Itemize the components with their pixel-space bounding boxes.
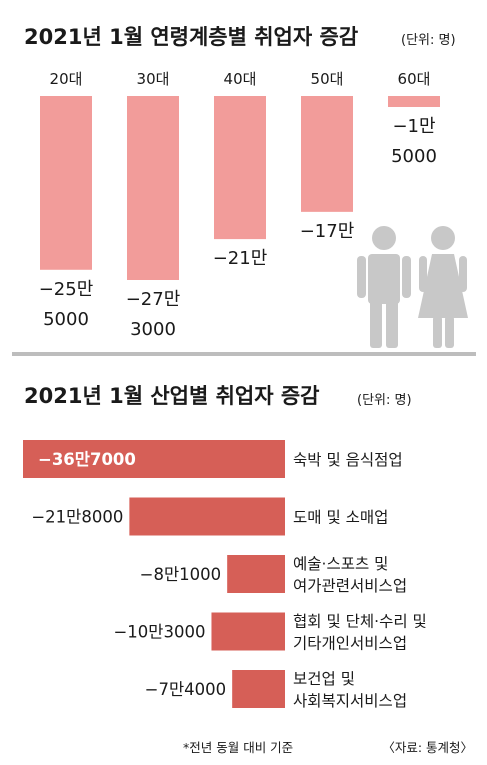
- age-value-label: −17만: [300, 221, 355, 242]
- industry-bar: [232, 670, 285, 708]
- source-note: 〈자료: 통계청〉: [382, 740, 473, 755]
- age-bar: [40, 96, 92, 270]
- age-value-label: −27만 3000: [126, 289, 181, 340]
- age-chart-unit: (단위: 명): [401, 33, 456, 48]
- industry-category-label: 협회 및 단체·수리 및 기타개인서비스업: [293, 613, 427, 653]
- age-category-label: 60대: [398, 70, 431, 88]
- age-category-label: 50대: [311, 70, 344, 88]
- footnote: *전년 동월 대비 기준: [183, 740, 293, 755]
- age-category-label: 20대: [50, 70, 83, 88]
- industry-chart-title: 2021년 1월 산업별 취업자 증감: [24, 384, 320, 408]
- age-value-label: −25만 5000: [39, 279, 94, 330]
- industry-value-label: −36만7000: [38, 450, 136, 469]
- industry-category-label: 숙박 및 음식점업: [293, 451, 403, 469]
- industry-category-label: 도매 및 소매업: [293, 509, 388, 527]
- age-value-label: −1만 5000: [391, 116, 437, 167]
- age-bar: [388, 96, 440, 107]
- age-value-label: −21만: [213, 248, 268, 269]
- age-category-label: 30대: [137, 70, 170, 88]
- age-bar: [301, 96, 353, 212]
- age-bar-chart: 20대 −25만 5000 30대 −27만 3000 40대 −21만 50대 −17만 60대 −…: [39, 70, 440, 340]
- age-bar: [214, 96, 266, 240]
- industry-category-label: 보건업 및 사회복지서비스업: [293, 670, 407, 710]
- section-divider: [12, 352, 476, 356]
- age-bar: [127, 96, 179, 280]
- industry-value-label: −21만8000: [31, 508, 123, 527]
- industry-bar: [211, 612, 285, 651]
- industry-category-label: 예술·스포츠 및 여가관련서비스업: [293, 555, 407, 595]
- industry-value-label: −10만3000: [113, 623, 205, 642]
- industry-bar: [129, 497, 285, 536]
- industry-bar: [227, 555, 285, 593]
- age-chart-title: 2021년 1월 연령계층별 취업자 증감: [24, 25, 358, 49]
- age-category-label: 40대: [224, 70, 257, 88]
- industry-value-label: −7만4000: [145, 680, 227, 699]
- industry-bar-chart: −36만7000 숙박 및 음식점업 −21만8000 도매 및 소매업 −8만1000…: [23, 440, 427, 710]
- people-icon: [357, 226, 468, 348]
- industry-value-label: −8만1000: [140, 565, 222, 584]
- industry-bar: [23, 440, 285, 478]
- industry-chart-unit: (단위: 명): [357, 393, 412, 408]
